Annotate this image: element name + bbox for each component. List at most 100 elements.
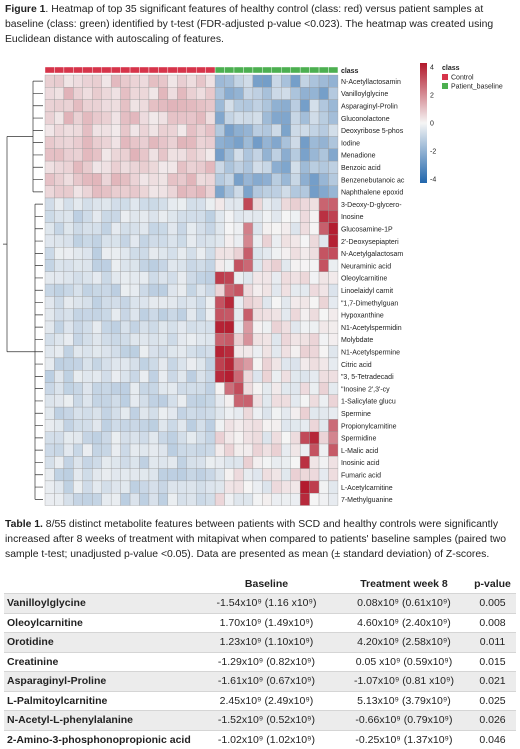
colorbar-tick: -2 bbox=[430, 149, 436, 156]
heatmap-cell bbox=[186, 160, 197, 174]
heatmap-cell bbox=[252, 87, 263, 100]
heatmap-cell bbox=[205, 320, 216, 334]
heatmap-cell bbox=[299, 197, 310, 211]
heatmap-cell bbox=[101, 443, 112, 457]
class-band-cell bbox=[92, 66, 102, 74]
heatmap-cell bbox=[299, 370, 310, 383]
heatmap-cell bbox=[243, 148, 254, 162]
heatmap-cell bbox=[63, 283, 74, 297]
heatmap-cell bbox=[196, 99, 206, 113]
heatmap-cell bbox=[63, 320, 74, 334]
p-value: 0.026 bbox=[469, 710, 516, 730]
heatmap-cell bbox=[73, 431, 83, 445]
heatmap-cell bbox=[167, 357, 178, 371]
heatmap-cell bbox=[299, 148, 310, 162]
feature-label: Benzenebutanoic ac bbox=[341, 177, 405, 184]
heatmap-cell bbox=[214, 456, 225, 469]
heatmap-cell bbox=[262, 234, 272, 248]
heatmap-cell bbox=[233, 99, 244, 113]
heatmap-cell bbox=[262, 357, 272, 371]
heatmap-cell bbox=[148, 456, 159, 469]
heatmap-cell bbox=[186, 124, 197, 137]
heatmap-cell bbox=[101, 320, 112, 334]
heatmap-cell bbox=[243, 296, 254, 309]
heatmap-cell bbox=[281, 382, 291, 395]
heatmap-cell bbox=[158, 308, 169, 322]
heatmap-cell bbox=[101, 222, 112, 236]
heatmap-cell bbox=[101, 136, 112, 149]
p-value: 0.025 bbox=[469, 690, 516, 711]
heatmap-cell bbox=[309, 148, 320, 162]
heatmap-cell bbox=[262, 136, 272, 149]
heatmap-cell bbox=[281, 394, 291, 408]
heatmap-cell bbox=[158, 271, 169, 285]
heatmap-cell bbox=[281, 296, 291, 309]
heatmap-cell bbox=[63, 234, 74, 248]
feature-label: "3, 5-Tetradecadi bbox=[341, 374, 394, 381]
heatmap-cell bbox=[309, 456, 320, 469]
heatmap-cell bbox=[318, 222, 329, 236]
heatmap-cell bbox=[205, 394, 216, 408]
heatmap-cell bbox=[73, 345, 83, 359]
class-band-cell bbox=[148, 66, 159, 74]
heatmap-cell bbox=[252, 308, 263, 322]
heatmap-cell bbox=[73, 480, 83, 494]
heatmap-cell bbox=[129, 259, 140, 272]
feature-label: Hypoxanthine bbox=[341, 313, 384, 320]
heatmap-cell bbox=[243, 431, 254, 445]
heatmap-cell bbox=[110, 234, 121, 248]
heatmap-cell bbox=[328, 111, 339, 125]
heatmap-cell bbox=[214, 480, 225, 494]
heatmap-cell bbox=[44, 185, 55, 199]
heatmap-cell bbox=[101, 173, 112, 186]
heatmap-cell bbox=[309, 136, 320, 149]
heatmap-cell bbox=[281, 443, 291, 457]
heatmap-cell bbox=[101, 148, 112, 162]
heatmap-cell bbox=[299, 345, 310, 359]
heatmap-cell bbox=[214, 333, 225, 346]
heatmap-cell bbox=[92, 160, 102, 174]
heatmap-cell bbox=[63, 456, 74, 469]
heatmap-cell bbox=[252, 468, 263, 482]
heatmap-cell bbox=[318, 210, 329, 223]
heatmap-cell bbox=[196, 210, 206, 223]
heatmap-cell bbox=[82, 419, 93, 432]
heatmap-cell bbox=[309, 259, 320, 272]
heatmap-cell bbox=[309, 493, 320, 506]
heatmap-cell bbox=[129, 234, 140, 248]
table-caption: Table 1. 8/55 distinct metabolite featur… bbox=[5, 517, 515, 562]
heatmap-cell bbox=[120, 234, 131, 248]
heatmap-cell bbox=[309, 357, 320, 371]
feature-label: Menadione bbox=[341, 153, 376, 160]
heatmap-cell bbox=[281, 210, 291, 223]
colorbar-tick: -4 bbox=[430, 177, 436, 184]
heatmap-cell bbox=[281, 357, 291, 371]
heatmap-cell bbox=[158, 99, 169, 113]
heatmap-cell bbox=[101, 493, 112, 506]
heatmap-cell bbox=[252, 124, 263, 137]
heatmap-cell bbox=[44, 222, 55, 236]
heatmap-cell bbox=[139, 160, 150, 174]
heatmap-cell bbox=[186, 357, 197, 371]
heatmap-cell bbox=[252, 357, 263, 371]
feature-label: "1,7-Dimethylguan bbox=[341, 300, 398, 307]
heatmap-cell bbox=[54, 296, 65, 309]
heatmap-cell bbox=[205, 148, 216, 162]
heatmap-cell bbox=[148, 394, 159, 408]
heatmap-cell bbox=[129, 222, 140, 236]
heatmap-cell bbox=[328, 394, 339, 408]
heatmap-cell bbox=[92, 493, 102, 506]
heatmap-cell bbox=[205, 480, 216, 494]
heatmap-cell bbox=[82, 271, 93, 285]
heatmap-cell bbox=[63, 247, 74, 260]
heatmap-cell bbox=[148, 173, 159, 186]
heatmap-cell bbox=[120, 370, 131, 383]
class-band-label: class bbox=[341, 68, 359, 75]
legend-title: class bbox=[442, 65, 460, 72]
heatmap-cell bbox=[252, 99, 263, 113]
heatmap-cell bbox=[262, 431, 272, 445]
baseline-value: -1.02x10⁹ (1.02x10⁹) bbox=[194, 729, 339, 749]
heatmap-cell bbox=[110, 259, 121, 272]
week8-value: -0.66x10⁹ (0.79x10⁹) bbox=[339, 710, 469, 730]
heatmap-cell bbox=[82, 99, 93, 113]
